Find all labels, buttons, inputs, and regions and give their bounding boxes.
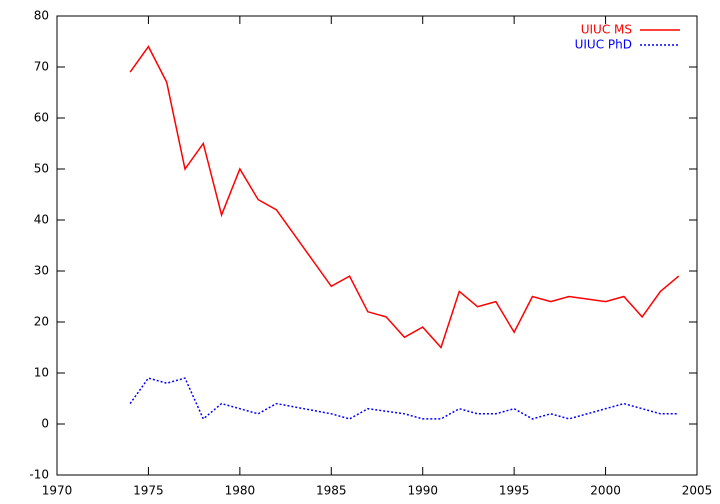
- y-tick-label: 60: [34, 111, 49, 125]
- y-tick-label: 30: [34, 264, 49, 278]
- legend-label: UIUC MS: [581, 23, 632, 37]
- series-line: [129, 377, 679, 421]
- y-tick-label: 70: [34, 60, 49, 74]
- x-tick-label: 1985: [316, 484, 347, 498]
- x-tick-label: 1980: [225, 484, 256, 498]
- y-tick-label: -10: [29, 468, 49, 482]
- y-tick-label: 20: [34, 315, 49, 329]
- x-tick-label: 2000: [590, 484, 621, 498]
- plot-frame: [56, 15, 698, 476]
- y-tick-label: 0: [41, 417, 49, 431]
- y-tick-label: 50: [34, 162, 49, 176]
- x-tick-label: 2005: [682, 484, 713, 498]
- x-tick-label: 1970: [42, 484, 73, 498]
- x-tick-label: 1990: [407, 484, 438, 498]
- legend-label: UIUC PhD: [575, 38, 632, 52]
- series-line: [129, 45, 680, 349]
- y-tick-label: 80: [34, 9, 49, 23]
- x-tick-label: 1975: [133, 484, 164, 498]
- y-tick-label: 40: [34, 213, 49, 227]
- x-tick-label: 1995: [499, 484, 530, 498]
- y-tick-label: 10: [34, 366, 49, 380]
